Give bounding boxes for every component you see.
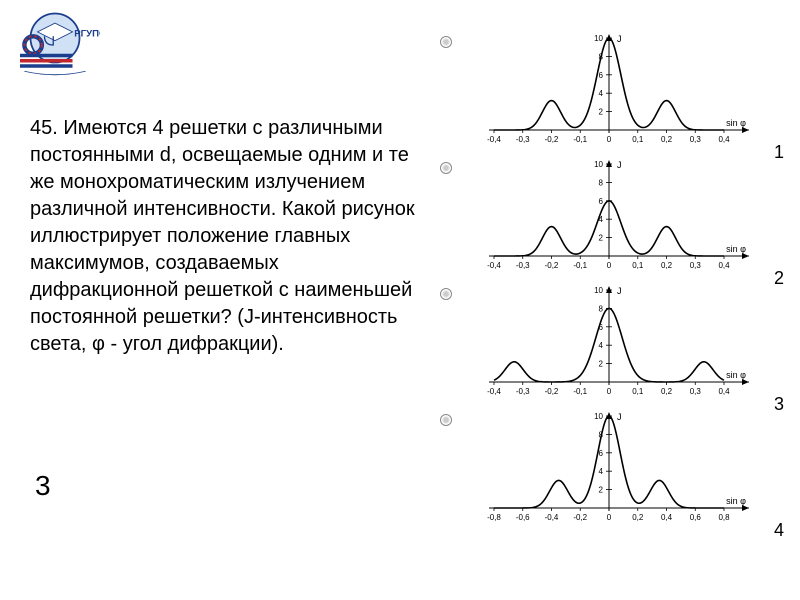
radio-option-4[interactable] bbox=[440, 414, 452, 426]
svg-text:10: 10 bbox=[594, 34, 603, 43]
svg-text:10: 10 bbox=[594, 160, 603, 169]
diffraction-chart-2: -0,4-0,3-0,2-0,100,10,20,30,4 246810 J s… bbox=[464, 156, 754, 274]
svg-text:J: J bbox=[617, 286, 622, 296]
svg-text:0,2: 0,2 bbox=[661, 261, 673, 270]
svg-text:sin φ: sin φ bbox=[726, 496, 746, 506]
svg-text:2: 2 bbox=[599, 108, 604, 117]
svg-text:-0,4: -0,4 bbox=[487, 261, 501, 270]
svg-text:0,3: 0,3 bbox=[690, 387, 702, 396]
charts-column: -0,4 -0,3 -0,2 -0,1 0 0,1 0,2 0,3 0,4 2 4 6 8 10 J s… bbox=[440, 30, 780, 534]
svg-text:-0,3: -0,3 bbox=[516, 387, 530, 396]
chart-option-3: -0,4-0,3-0,2-0,100,10,20,30,4 246810 J s… bbox=[440, 282, 780, 400]
svg-text:-0,2: -0,2 bbox=[573, 513, 587, 522]
svg-text:0,2: 0,2 bbox=[661, 387, 673, 396]
svg-text:J: J bbox=[617, 412, 622, 422]
svg-text:0: 0 bbox=[607, 513, 612, 522]
svg-text:0,1: 0,1 bbox=[632, 387, 644, 396]
svg-text:2: 2 bbox=[599, 486, 604, 495]
chart-number-label: 4 bbox=[774, 520, 784, 541]
svg-text:8: 8 bbox=[599, 304, 604, 313]
diffraction-chart-3: -0,4-0,3-0,2-0,100,10,20,30,4 246810 J s… bbox=[464, 282, 754, 400]
svg-text:-0,1: -0,1 bbox=[573, 135, 587, 144]
svg-text:-0,4: -0,4 bbox=[545, 513, 559, 522]
chart-option-4: -0,8-0,6-0,4-0,200,20,40,60,8 246810 J s… bbox=[440, 408, 780, 526]
svg-text:0,2: 0,2 bbox=[661, 135, 673, 144]
question-text: 45. Имеются 4 решетки с различными посто… bbox=[30, 115, 430, 358]
svg-text:0,8: 0,8 bbox=[718, 513, 730, 522]
svg-text:4: 4 bbox=[599, 89, 604, 98]
svg-text:J: J bbox=[617, 160, 622, 170]
chart-option-1: -0,4-0,3-0,2-0,100,10,20,30,4 246810 J s… bbox=[440, 30, 780, 148]
svg-text:0,4: 0,4 bbox=[718, 135, 730, 144]
svg-text:-0,2: -0,2 bbox=[545, 261, 559, 270]
svg-text:4: 4 bbox=[599, 341, 604, 350]
svg-text:10: 10 bbox=[594, 286, 603, 295]
svg-text:-0,1: -0,1 bbox=[573, 261, 587, 270]
svg-text:-0,3: -0,3 bbox=[516, 261, 530, 270]
radio-option-3[interactable] bbox=[440, 288, 452, 300]
answer-value: 3 bbox=[35, 470, 51, 502]
svg-text:sin φ: sin φ bbox=[726, 244, 746, 254]
svg-text:2: 2 bbox=[599, 360, 604, 369]
svg-text:0: 0 bbox=[607, 261, 612, 270]
svg-text:-0,4: -0,4 bbox=[487, 135, 501, 144]
svg-text:0: 0 bbox=[607, 135, 612, 144]
svg-text:-0,4: -0,4 bbox=[487, 387, 501, 396]
university-logo: РГУПС bbox=[10, 10, 100, 80]
svg-text:10: 10 bbox=[594, 412, 603, 421]
diffraction-chart-1: -0,4-0,3-0,2-0,100,10,20,30,4 246810 J s… bbox=[464, 30, 754, 148]
logo-text: РГУПС bbox=[74, 28, 100, 39]
svg-text:-0,3: -0,3 bbox=[516, 135, 530, 144]
svg-text:J: J bbox=[617, 34, 622, 44]
svg-text:8: 8 bbox=[599, 178, 604, 187]
svg-text:-0,2: -0,2 bbox=[545, 135, 559, 144]
svg-text:-0,6: -0,6 bbox=[516, 513, 530, 522]
svg-text:sin φ: sin φ bbox=[726, 118, 746, 128]
chart-option-2: -0,4-0,3-0,2-0,100,10,20,30,4 246810 J s… bbox=[440, 156, 780, 274]
svg-text:6: 6 bbox=[599, 197, 604, 206]
radio-option-1[interactable] bbox=[440, 36, 452, 48]
svg-text:-0,1: -0,1 bbox=[573, 387, 587, 396]
svg-text:6: 6 bbox=[599, 449, 604, 458]
svg-text:6: 6 bbox=[599, 71, 604, 80]
svg-text:-0,2: -0,2 bbox=[545, 387, 559, 396]
svg-text:0,4: 0,4 bbox=[718, 261, 730, 270]
svg-text:0: 0 bbox=[607, 387, 612, 396]
svg-text:0,6: 0,6 bbox=[690, 513, 702, 522]
svg-text:0,3: 0,3 bbox=[690, 261, 702, 270]
diffraction-chart-4: -0,8-0,6-0,4-0,200,20,40,60,8 246810 J s… bbox=[464, 408, 754, 526]
svg-text:-0,8: -0,8 bbox=[487, 513, 501, 522]
radio-option-2[interactable] bbox=[440, 162, 452, 174]
svg-text:sin φ: sin φ bbox=[726, 370, 746, 380]
svg-text:2: 2 bbox=[599, 234, 604, 243]
svg-text:0,4: 0,4 bbox=[718, 387, 730, 396]
svg-text:0,2: 0,2 bbox=[632, 513, 644, 522]
svg-text:0,1: 0,1 bbox=[632, 135, 644, 144]
svg-text:0,3: 0,3 bbox=[690, 135, 702, 144]
svg-text:0,4: 0,4 bbox=[661, 513, 673, 522]
svg-text:4: 4 bbox=[599, 467, 604, 476]
svg-text:0,1: 0,1 bbox=[632, 261, 644, 270]
